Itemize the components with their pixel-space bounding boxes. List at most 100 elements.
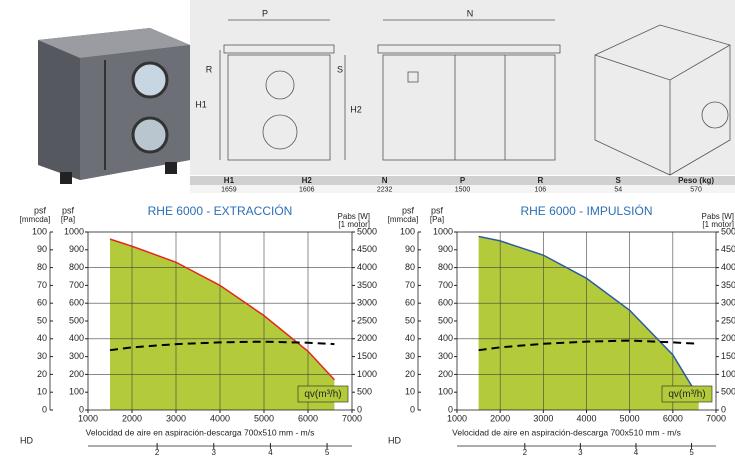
y3-tick-label: 40	[37, 333, 47, 343]
y2-tick-label: 4000	[357, 262, 377, 272]
y2-tick-label: 1500	[357, 351, 377, 361]
table-header: R	[537, 176, 543, 185]
y3-tick-label: 100	[400, 226, 415, 236]
y2-tick-label: 3000	[721, 298, 735, 308]
y2-axis-unit: [1 motor]	[702, 220, 734, 229]
x2-axis-label: Velocidad de aire en aspiración-descarga…	[86, 427, 315, 437]
page-canvas: P N R H1 S H2 H11659H21606N2232P1500R106…	[0, 0, 735, 457]
y2-tick-label: 2000	[721, 333, 735, 343]
technical-drawings: P N R H1 S H2	[190, 0, 735, 175]
y-tick-label: 900	[438, 244, 453, 254]
x2-tick-label: 3	[578, 448, 583, 457]
y3-tick-label: 40	[405, 333, 415, 343]
x-tick-label: 1000	[78, 413, 98, 423]
y-tick-label: 800	[438, 262, 453, 272]
table-cell: 1500	[455, 186, 471, 193]
table-header: H1	[224, 176, 235, 185]
y3-tick-label: 20	[405, 369, 415, 379]
x-tick-label: 1000	[447, 413, 467, 423]
y3-tick-label: 60	[37, 298, 47, 308]
y2-tick-label: 2500	[357, 315, 377, 325]
x2-axis-label: Velocidad de aire en aspiración-descarga…	[452, 427, 681, 437]
x2-tick-label: 4	[634, 448, 639, 457]
y-tick-label: 400	[69, 333, 84, 343]
y-tick-label: 300	[438, 351, 453, 361]
drawing-label: R	[206, 64, 213, 74]
y3-tick-label: 100	[32, 226, 47, 236]
drawing-label: P	[262, 8, 268, 18]
x-axis-label: qv(m³/h)	[304, 389, 341, 400]
table-cell: 54	[614, 186, 622, 193]
x-tick-label: 3000	[166, 413, 186, 423]
y3-axis-unit: [mmcda]	[20, 215, 51, 224]
y-axis-unit: [Pa]	[61, 215, 75, 224]
drawing-label: N	[467, 8, 474, 18]
x-tick-label: 5000	[254, 413, 274, 423]
chart-title: RHE 6000 - EXTRACCIÓN	[148, 203, 293, 218]
y2-tick-label: 3000	[357, 298, 377, 308]
y-tick-label: 1000	[64, 226, 84, 236]
page: P N R H1 S H2 H11659H21606N2232P1500R106…	[0, 0, 735, 457]
y3-axis-label: psf	[34, 205, 47, 215]
y2-tick-label: 4500	[721, 244, 735, 254]
y3-tick-label: 30	[405, 351, 415, 361]
x2-tick-label: 5	[325, 448, 330, 457]
y2-tick-label: 500	[357, 387, 372, 397]
x-tick-label: 2000	[490, 413, 510, 423]
area-fill	[479, 236, 699, 410]
x-tick-label: 7000	[706, 413, 726, 423]
chart-title: RHE 6000 - IMPULSIÓN	[520, 203, 652, 218]
y2-axis-unit: [1 motor]	[338, 220, 370, 229]
y3-tick-label: 90	[405, 244, 415, 254]
y-tick-label: 600	[69, 298, 84, 308]
table-cell: 2232	[377, 186, 393, 193]
y-tick-label: 500	[69, 315, 84, 325]
y3-tick-label: 20	[37, 369, 47, 379]
x-tick-label: 3000	[533, 413, 553, 423]
y-tick-label: 600	[438, 298, 453, 308]
y2-tick-label: 1000	[721, 369, 735, 379]
x2-axis-name: HD	[20, 435, 33, 445]
y3-tick-label: 0	[410, 404, 415, 414]
table-header: Peso (kg)	[678, 176, 714, 185]
drawing-label: H1	[195, 99, 207, 109]
y3-tick-label: 30	[37, 351, 47, 361]
y3-axis-label: psf	[402, 205, 415, 215]
y-tick-label: 700	[438, 280, 453, 290]
x-tick-label: 5000	[620, 413, 640, 423]
y2-tick-label: 1500	[721, 351, 735, 361]
y-tick-label: 100	[438, 387, 453, 397]
table-cell: 1606	[299, 186, 315, 193]
x2-axis-name: HD	[388, 435, 401, 445]
x2-tick-label: 2	[523, 448, 528, 457]
x-tick-label: 7000	[342, 413, 362, 423]
y2-tick-label: 500	[721, 387, 735, 397]
table-header: H2	[302, 176, 313, 185]
table-cell: 1659	[221, 186, 237, 193]
y2-tick-label: 2000	[357, 333, 377, 343]
y-tick-label: 800	[69, 262, 84, 272]
y-tick-label: 200	[69, 369, 84, 379]
y3-tick-label: 80	[37, 262, 47, 272]
x-axis-label: qv(m³/h)	[668, 389, 705, 400]
y2-tick-label: 3500	[721, 280, 735, 290]
table-header: N	[382, 176, 388, 185]
y3-tick-label: 0	[42, 404, 47, 414]
y2-tick-label: 2500	[721, 315, 735, 325]
y-axis-label: psf	[62, 205, 75, 215]
x-tick-label: 2000	[122, 413, 142, 423]
table-cell: 106	[535, 186, 547, 193]
y3-tick-label: 50	[37, 315, 47, 325]
table-header: S	[616, 176, 622, 185]
y2-tick-label: 4500	[357, 244, 377, 254]
y2-tick-label: 3500	[357, 280, 377, 290]
x2-tick-label: 5	[689, 448, 694, 457]
y2-tick-label: 4000	[721, 262, 735, 272]
y3-tick-label: 10	[37, 387, 47, 397]
y-tick-label: 100	[69, 387, 84, 397]
x-tick-label: 4000	[576, 413, 596, 423]
y2-tick-label: 1000	[357, 369, 377, 379]
y-tick-label: 1000	[433, 226, 453, 236]
product-photo	[38, 28, 190, 184]
y-axis-unit: [Pa]	[430, 215, 444, 224]
